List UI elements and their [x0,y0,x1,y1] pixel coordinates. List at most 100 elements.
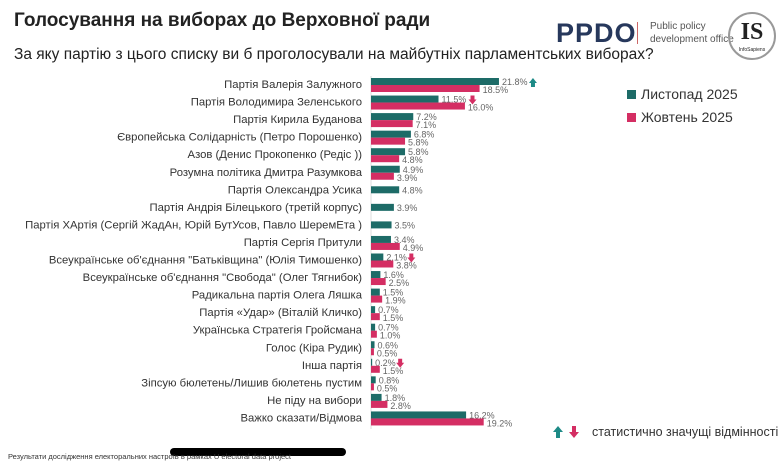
value-label-nov: 0.2% [375,358,396,368]
significance-legend: статистично значущі відмінності [552,424,778,440]
bar-nov [371,148,406,156]
bar-oct [371,365,380,373]
value-label-nov: 3.4% [394,235,415,245]
down-arrow-icon [407,253,416,263]
category-label: Азов (Денис Прокопенко (Редіс )) [188,149,363,161]
value-label-nov: 1.8% [385,393,406,403]
bar-oct [371,295,383,303]
legend-label: Жовтень 2025 [641,109,733,125]
bar-nov [371,323,376,331]
value-label-nov: 4.9% [403,165,424,175]
value-label-nov: 6.8% [414,130,435,140]
bar-nov [371,376,376,384]
category-label: Партія Олександра Усика [228,184,363,196]
legend-label: Листопад 2025 [641,86,738,102]
category-label: Розумна політика Дмитра Разумкова [170,167,363,179]
page-title: Голосування на виборах до Верховної ради [14,10,431,31]
bar-nov [371,341,375,349]
up-arrow-icon [528,78,537,87]
legend: Листопад 2025 Жовтень 2025 [627,86,738,132]
infosapiens-logo-text: InfoSapiens [738,47,766,53]
redaction-bar [170,448,346,456]
bar-oct [371,137,406,145]
bar-oct [371,418,484,426]
value-label-nov: 4.8% [402,185,423,195]
value-label-nov: 3.9% [397,203,418,213]
value-label-oct: 4.9% [403,243,424,253]
bar-nov [371,165,400,173]
value-label-nov: 2.1% [386,253,407,263]
value-label-oct: 3.8% [396,261,417,271]
bar-nov [371,288,380,296]
bar-nov [371,221,392,229]
down-arrow-icon [468,95,477,105]
value-label-oct: 1.5% [383,366,404,376]
category-label: Партія Андрія Білецького (третій корпус) [149,202,362,214]
bar-oct [371,330,377,338]
category-label: Партія ХАртія (Сергій ЖадАн, Юрій БутУсо… [25,219,362,231]
bar-nov [371,186,400,194]
bar-oct [371,155,400,163]
value-label-nov: 0.7% [378,323,399,333]
category-label: Партія «Удар» (Віталій Кличко) [199,307,362,319]
category-label: Всеукраїнське об'єднання "Батьківщина" (… [49,255,362,267]
bar-oct [371,102,465,110]
ppdo-logo-subtitle: Public policy development office [650,21,734,45]
bar-oct [371,85,480,92]
bar-oct [371,400,388,408]
logo-divider [637,22,638,44]
bar-nov [371,271,381,279]
value-label-oct: 3.9% [397,173,418,183]
legend-swatch [627,89,636,99]
value-label-oct: 1.9% [385,296,406,306]
value-label-oct: 0.5% [377,383,398,393]
value-label-oct: 2.8% [390,401,411,411]
category-label: Партія Володимира Зеленського [191,97,362,109]
value-label-nov: 0.8% [379,375,400,385]
bar-nov [371,130,411,138]
value-label-oct: 19.2% [487,418,513,428]
category-label: Європейська Солідарність (Петро Порошенк… [117,132,362,144]
significance-note: статистично значущі відмінності [592,425,779,439]
bar-oct [371,313,380,321]
bar-nov [371,203,394,211]
bar-nov [371,95,439,103]
category-label: Партія Валерія Залужного [224,79,362,91]
value-label-nov: 21.8% [502,77,528,87]
bar-nov [371,358,373,366]
bar-oct [371,120,413,128]
bar-oct [371,242,400,250]
value-label-oct: 1.5% [383,313,404,323]
bar-nov [371,235,391,243]
category-label: Радикальна партія Олега Ляшка [192,290,363,302]
bar-nov [371,411,467,419]
ppdo-logo: PPDO [556,18,637,48]
value-label-oct: 0.5% [377,348,398,358]
legend-swatch [627,112,636,122]
category-label: Партія Кирила Буданова [233,114,363,126]
value-label-oct: 18.5% [483,85,509,95]
value-label-nov: 0.7% [378,305,399,315]
value-label-nov: 1.5% [383,288,404,298]
value-label-nov: 7.2% [416,112,437,122]
value-label-oct: 16.0% [468,103,494,113]
value-label-nov: 16.2% [469,410,495,420]
bar-nov [371,253,384,261]
category-label: Голос (Кіра Рудик) [266,342,362,354]
category-label: Не піду на вибори [267,395,362,407]
value-label-oct: 1.0% [380,331,401,341]
bar-nov [371,113,414,121]
value-label-nov: 3.5% [395,220,416,230]
infosapiens-logo: IS InfoSapiens [728,12,776,60]
bar-nov [371,78,499,85]
value-label-nov: 1.6% [383,270,404,280]
infosapiens-logo-mark: IS [740,19,764,45]
bar-nov [371,393,382,401]
bar-oct [371,172,394,180]
bar-oct [371,260,394,268]
value-label-nov: 11.5% [442,95,467,105]
legend-item-oct: Жовтень 2025 [627,109,738,125]
category-label: Партія Сергія Притули [244,237,362,249]
legend-item-nov: Листопад 2025 [627,86,738,102]
